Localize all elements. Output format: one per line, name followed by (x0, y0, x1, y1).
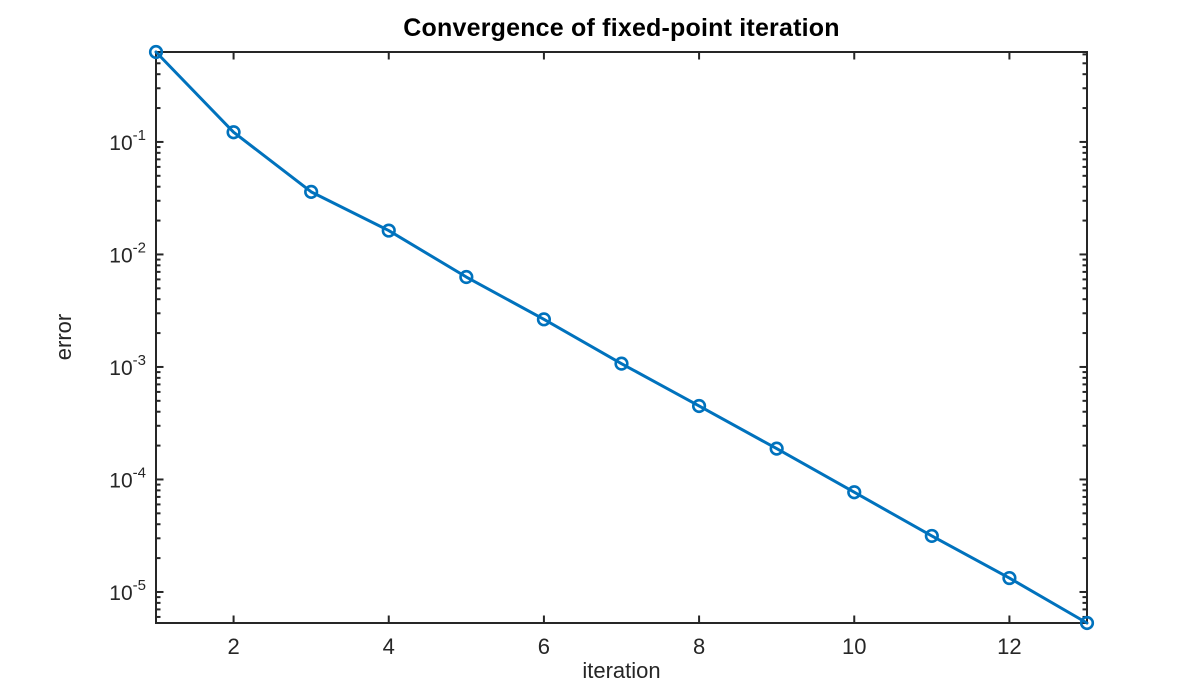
data-point-marker (148, 44, 164, 60)
y-tick-label: 10-1 (109, 127, 146, 155)
y-tick-label: 10-3 (109, 352, 146, 380)
y-tick-label: 10-2 (109, 239, 146, 267)
data-point-marker (1079, 615, 1095, 631)
data-point-marker (304, 184, 319, 199)
x-tick-label: 6 (538, 634, 550, 659)
x-axis-label: iteration (582, 658, 661, 683)
x-tick-label: 2 (227, 634, 239, 659)
chart-title: Convergence of fixed-point iteration (403, 14, 840, 42)
y-tick-labels: 10-1 10-2 10-3 10-4 10-5 (109, 127, 146, 605)
axes-box (155, 51, 1088, 624)
error-series-markers (148, 44, 1095, 631)
x-tick-label: 8 (693, 634, 705, 659)
data-point-marker (769, 441, 784, 456)
axis-ticks (156, 52, 1087, 623)
x-tick-label: 4 (383, 634, 395, 659)
x-tick-labels: 2 4 6 8 10 12 (227, 634, 1021, 659)
y-tick-label: 10-5 (109, 577, 146, 605)
x-tick-label: 12 (997, 634, 1021, 659)
data-point-marker (1002, 570, 1017, 586)
data-point-marker (691, 398, 707, 414)
data-point-marker (536, 312, 552, 327)
data-point-marker (614, 356, 629, 371)
data-point-marker (226, 125, 241, 140)
data-point-marker (459, 269, 474, 285)
data-point-marker (924, 528, 939, 544)
y-axis-label: error (51, 313, 76, 361)
x-tick-label: 10 (842, 634, 866, 659)
error-series-line (154, 50, 1089, 625)
data-point-marker (847, 485, 862, 500)
y-tick-label: 10-4 (109, 464, 146, 492)
data-point-marker (381, 223, 396, 238)
